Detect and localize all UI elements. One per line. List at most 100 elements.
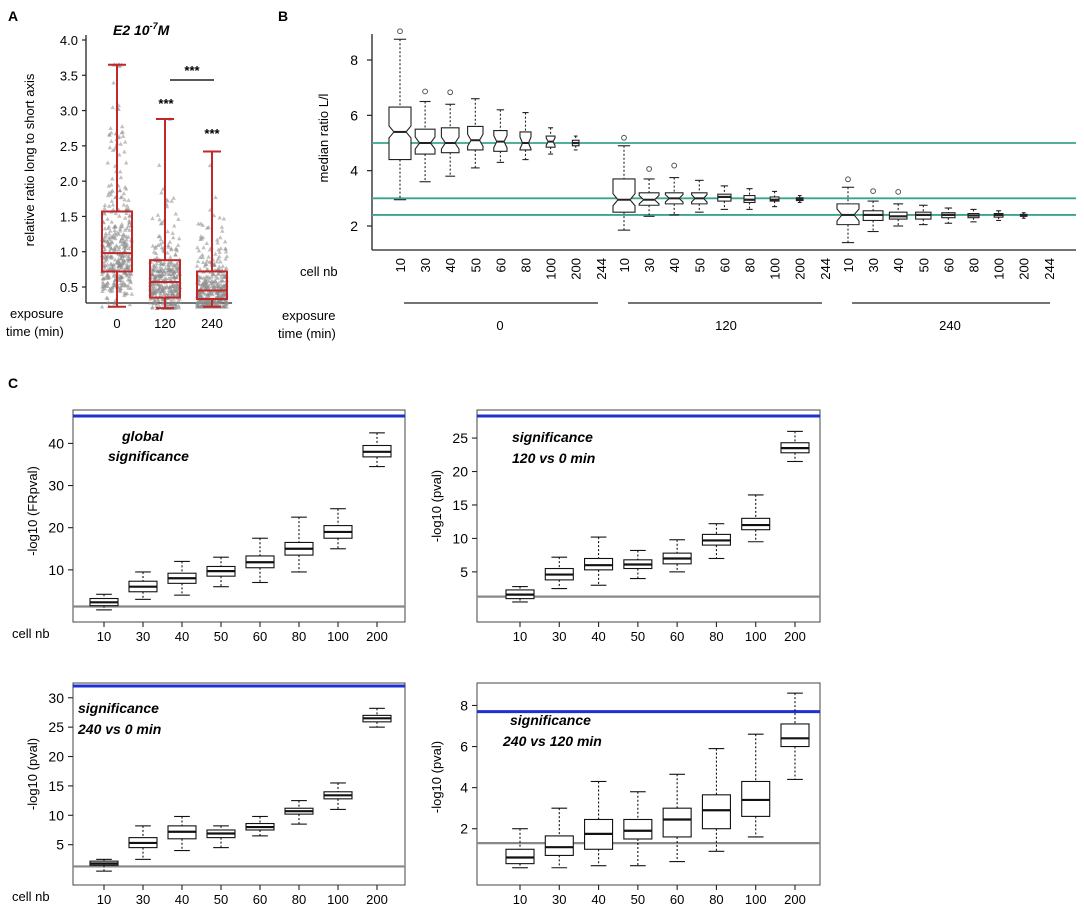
panel-a-point: [224, 301, 229, 306]
panel-b-x-tick-label: 50: [468, 258, 483, 272]
panel-a-point: [109, 182, 114, 187]
panel-b-y-tick-label: 4: [350, 163, 358, 179]
panel-a-point: [216, 293, 221, 298]
panel-a-point: [165, 250, 170, 255]
c4-title-line-2: 240 vs 120 min: [502, 733, 602, 749]
panel-a-point: [108, 126, 113, 131]
panel-letter-c: C: [8, 375, 18, 391]
panel-a-sig-120: ***: [158, 96, 174, 111]
panel-a-point: [105, 284, 111, 289]
panel-a-point: [155, 212, 161, 217]
panel-a-point: [152, 286, 157, 291]
panel-a-y-tick-label: 3.5: [60, 68, 78, 83]
panel-a-x-tick: 240: [201, 316, 223, 331]
panel-a-point: [102, 266, 107, 271]
c1-box: [323, 508, 353, 550]
panel-a-point: [121, 257, 126, 262]
panel-a-point: [209, 284, 214, 289]
panel-a-point: [220, 271, 225, 276]
c1-x-tick-label: 60: [253, 629, 267, 644]
panel-a-point: [153, 251, 159, 256]
panel-a-point: [110, 176, 115, 181]
c4-box: [623, 791, 653, 867]
panel-a-point: [105, 160, 111, 165]
panel-a-point: [200, 260, 206, 265]
panel-a-point: [175, 262, 180, 267]
panel-a-point: [202, 280, 207, 285]
panel-a-point: [194, 263, 200, 268]
panel-a-point: [224, 254, 230, 259]
panel-b-box: [769, 190, 780, 208]
panel-a-point: [118, 286, 123, 291]
panel-a-point: [114, 260, 119, 265]
panel-a-point: [216, 284, 222, 289]
panel-letter-a: A: [8, 8, 18, 24]
c1-x-tick-label: 50: [214, 629, 228, 644]
panel-a-y-tick-label: 4.0: [60, 33, 78, 48]
panel-b-box: [862, 200, 884, 233]
c3-box: [167, 815, 197, 852]
panel-b-x-ticks: 10 30 40 50 60 80 100 200 244 10 30 40 50 60 80 100 200 2…: [393, 258, 1057, 280]
panel-a-point: [111, 80, 116, 85]
panel-a-point: [106, 300, 111, 305]
panel-a-point: [157, 233, 162, 238]
panel-a-point: [154, 255, 160, 260]
panel-a-point: [217, 215, 222, 220]
panel-a-point: [203, 284, 208, 289]
panel-b-outlier: [447, 89, 454, 96]
panel-a-point: [152, 274, 157, 279]
c3-y-tick-label: 15: [48, 778, 64, 794]
c3-y-tick-label: 25: [48, 719, 64, 735]
c4-box: [505, 828, 535, 869]
panel-b-x-tick-label: 100: [544, 258, 559, 280]
panel-letter-b: B: [278, 8, 288, 24]
panel-a-point: [172, 269, 177, 274]
panel-a-point: [120, 129, 125, 134]
panel-a-point: [121, 202, 127, 207]
panel-a-point: [219, 300, 224, 305]
panel-a-point: [163, 285, 168, 290]
panel-b-x-tick-label: 200: [1017, 258, 1032, 280]
panel-a-point: [109, 264, 115, 269]
c2-y-tick-label: 15: [452, 497, 468, 513]
panel-b-box: [664, 177, 684, 216]
c4-x-tick-label: 100: [745, 892, 767, 907]
panel-a-point: [126, 246, 132, 251]
c1-box: [167, 560, 197, 596]
panel-a-point: [103, 238, 109, 243]
panel-a-point: [112, 224, 117, 229]
panel-b-box: [440, 103, 460, 177]
c3-x-tick-label: 30: [136, 892, 150, 907]
panel-a-y-tick-label: 2.0: [60, 174, 78, 189]
panel-a-point: [150, 304, 155, 309]
panel-b-box: [941, 207, 956, 224]
panel-a-point: [117, 273, 122, 278]
panel-b-outlier: [870, 188, 876, 195]
panel-a-point: [122, 248, 127, 253]
panel-a-point: [158, 273, 164, 278]
c1-plot-frame: [72, 409, 406, 623]
panel-a-ylabel: relative ratio long to short axis: [22, 73, 37, 246]
c2-y-tick-label: 10: [452, 530, 468, 546]
panel-a-exposure-label-2: time (min): [6, 324, 64, 339]
panel-a-point: [211, 285, 217, 290]
panel-a-point: [160, 261, 165, 266]
panel-a-point: [170, 284, 176, 289]
panel-a-point: [172, 275, 177, 280]
panel-c3: significance 240 vs 0 min -log10 (pval) …: [12, 682, 406, 907]
panel-a-point: [213, 274, 219, 279]
panel-b-x-tick-label: 50: [692, 258, 707, 272]
panel-a-point: [170, 230, 175, 235]
c1-y-tick-label: 10: [48, 562, 64, 578]
panel-a-box: [196, 150, 228, 308]
c1-x-tick-label: 80: [292, 629, 306, 644]
panel-a-point: [196, 248, 202, 253]
panel-a-point: [119, 265, 125, 270]
panel-a-point: [218, 259, 223, 264]
panel-a-y-ticks: 0.5 1.0 1.5 2.0 2.5 3.0 3.5 4.0: [60, 33, 86, 295]
c1-box: [284, 516, 314, 573]
panel-a-point: [102, 211, 107, 216]
panel-b-x-tick-label: 40: [667, 258, 682, 272]
panel-a-point: [109, 219, 114, 224]
panel-a-point: [177, 236, 182, 241]
